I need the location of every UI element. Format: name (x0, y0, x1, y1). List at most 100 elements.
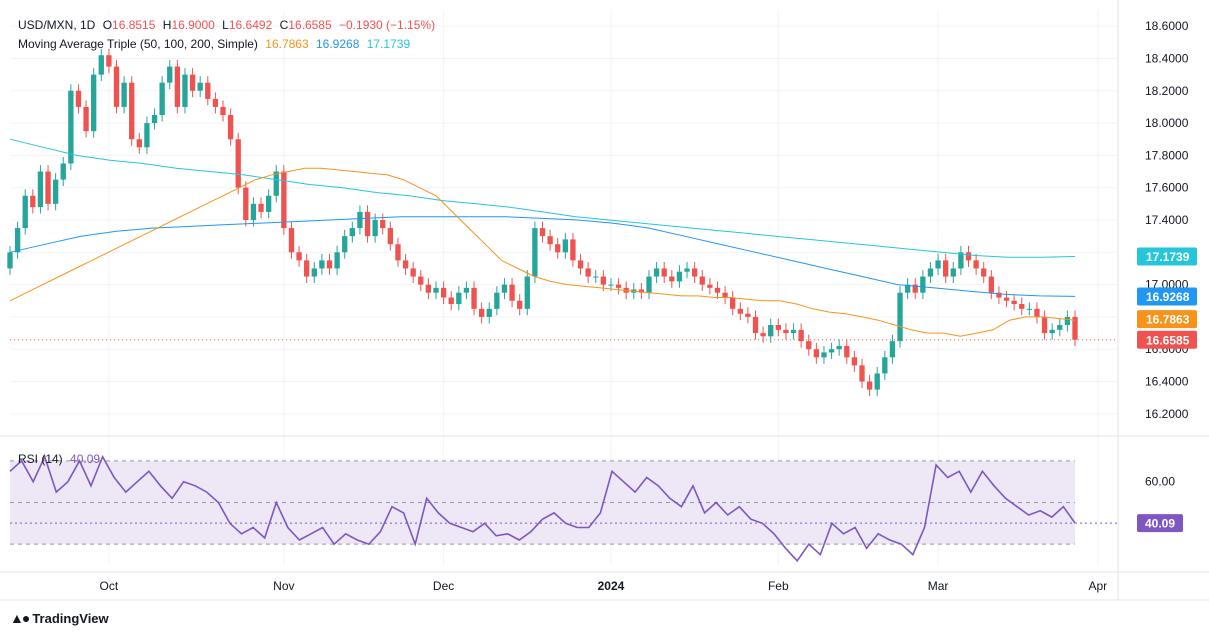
open-value: 16.8515 (112, 18, 156, 32)
candle-body (844, 346, 850, 358)
ma50-line (9, 167, 1076, 337)
tradingview-logo[interactable]: ▲● TradingView (10, 610, 109, 626)
candle-body (547, 236, 553, 245)
candle-body (638, 289, 645, 293)
candle-body (288, 228, 295, 253)
candle-body (646, 276, 652, 293)
candle-body (1026, 308, 1033, 310)
candle (395, 237, 401, 267)
candle-body (745, 313, 751, 317)
candle-body (836, 346, 842, 350)
ma-legend: Moving Average Triple (50, 100, 200, Sim… (18, 37, 414, 51)
candle-body (1049, 329, 1055, 334)
candle-body (851, 357, 858, 366)
candle (897, 286, 903, 348)
candle (851, 350, 858, 372)
candle (174, 60, 181, 114)
candle-body (37, 171, 44, 208)
ma100-badge-bg (1137, 287, 1197, 306)
candle (661, 262, 667, 283)
candle-body (121, 82, 127, 107)
ma100-badge: 16.9268 (1146, 290, 1190, 304)
open-label: O (102, 18, 113, 32)
ma200-value: 17.1739 (366, 37, 411, 51)
candle-body (874, 373, 880, 390)
candle (197, 76, 203, 98)
candle (1034, 302, 1040, 324)
candle (691, 262, 698, 283)
candle (517, 294, 523, 316)
candle-body (440, 287, 447, 298)
candle-body (920, 276, 926, 293)
candle-body (965, 252, 972, 261)
candle-body (1072, 316, 1078, 340)
change-value: −0.1930 (−1.15%) (339, 18, 436, 32)
candle-body (684, 268, 690, 272)
rsi-title[interactable]: RSI (14) (18, 452, 63, 466)
price-tick-label: 18.0000 (1145, 116, 1189, 130)
candle (593, 270, 599, 283)
candle-body (798, 329, 804, 342)
candle (418, 270, 424, 292)
candle-body (996, 292, 1002, 298)
candle-body (205, 82, 211, 99)
candle-body (433, 287, 439, 293)
symbol-label[interactable]: USD/MXN, 1D (18, 18, 96, 32)
candle-body (151, 115, 158, 124)
last-price-badge-bg (1137, 330, 1197, 349)
candle (699, 270, 705, 292)
candle-body (273, 171, 279, 196)
candle (311, 262, 317, 283)
candle (456, 286, 462, 311)
candle-body (828, 349, 835, 353)
last-price-badge: 16.6585 (1146, 333, 1190, 347)
ma-title[interactable]: Moving Average Triple (50, 100, 200, Sim… (18, 37, 258, 51)
close-label: C (279, 18, 289, 32)
candle (83, 100, 89, 138)
candle (859, 358, 865, 388)
candle-body (60, 163, 66, 180)
low-label: L (222, 18, 229, 32)
candle (950, 262, 956, 283)
candle-body (532, 228, 538, 277)
candle-body (75, 90, 82, 107)
candle (189, 68, 196, 98)
candle (1011, 294, 1017, 311)
candle-body (45, 171, 51, 204)
candle-body (478, 308, 485, 317)
candle (806, 334, 812, 356)
candle (653, 262, 660, 283)
candle (775, 318, 781, 337)
candle (334, 245, 340, 275)
price-badges: 17.1739 16.9268 16.7863 16.6585 (1137, 247, 1197, 349)
candle (828, 342, 835, 359)
candle (296, 245, 302, 267)
candle (745, 307, 751, 324)
candle-body (524, 276, 530, 309)
candle-body (425, 284, 432, 293)
candle (159, 76, 165, 122)
candle (836, 339, 842, 356)
candle-body (304, 260, 310, 277)
candle-body (866, 381, 873, 390)
candle-body (775, 325, 781, 330)
time-axis[interactable]: OctNovDec2024FebMarAprMay21 (100, 579, 1209, 593)
candle-body (372, 220, 378, 237)
candle-body (235, 139, 241, 188)
candle-body (600, 276, 607, 285)
candle (965, 245, 972, 267)
time-tick-label: Feb (768, 579, 789, 593)
candle (912, 278, 918, 300)
candle (433, 281, 439, 300)
candle-body (220, 106, 226, 115)
time-tick-label: Oct (100, 579, 119, 593)
rsi-tick-label: 60.00 (1145, 475, 1175, 489)
candle-body (1011, 300, 1017, 304)
candle-body (699, 276, 705, 285)
candle-body (813, 349, 820, 358)
candle-body (471, 287, 477, 309)
candle (1064, 310, 1071, 332)
candle (288, 221, 295, 259)
candle-body (387, 228, 394, 245)
